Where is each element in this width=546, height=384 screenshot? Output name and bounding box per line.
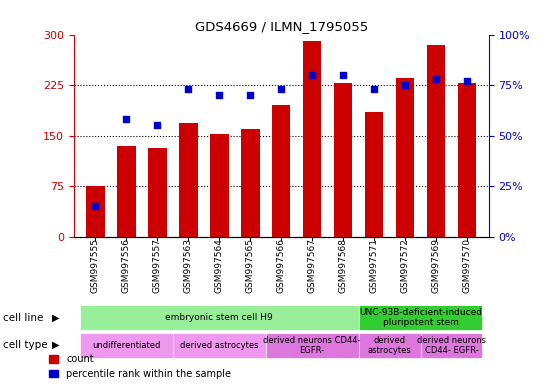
Bar <box>210 134 229 237</box>
Title: GDS4669 / ILMN_1795055: GDS4669 / ILMN_1795055 <box>194 20 368 33</box>
Text: GSM997567: GSM997567 <box>307 238 317 293</box>
Text: UNC-93B-deficient-induced
pluripotent stem: UNC-93B-deficient-induced pluripotent st… <box>359 308 482 327</box>
Text: GSM997556: GSM997556 <box>122 238 131 293</box>
Text: GSM997566: GSM997566 <box>277 238 286 293</box>
Text: ▶: ▶ <box>52 313 60 323</box>
Text: derived neurons CD44-
EGFR-: derived neurons CD44- EGFR- <box>263 336 361 355</box>
Bar <box>272 105 290 237</box>
Bar <box>179 123 198 237</box>
Text: GSM997569: GSM997569 <box>431 238 441 293</box>
Text: GSM997568: GSM997568 <box>339 238 348 293</box>
Text: derived neurons
CD44- EGFR-: derived neurons CD44- EGFR- <box>417 336 486 355</box>
Text: GSM997563: GSM997563 <box>184 238 193 293</box>
Point <box>432 76 441 82</box>
Bar <box>365 112 383 237</box>
Point <box>401 82 410 88</box>
Text: derived
astrocytes: derived astrocytes <box>367 336 412 355</box>
Text: embryonic stem cell H9: embryonic stem cell H9 <box>165 313 273 322</box>
Point <box>184 86 193 92</box>
Bar <box>117 146 135 237</box>
Point <box>308 72 317 78</box>
Point <box>277 86 286 92</box>
Text: cell type: cell type <box>3 340 48 350</box>
Point <box>122 116 130 122</box>
Text: cell line: cell line <box>3 313 43 323</box>
Bar <box>427 45 446 237</box>
Legend: count, percentile rank within the sample: count, percentile rank within the sample <box>49 354 231 379</box>
Point <box>215 92 224 98</box>
Bar <box>458 83 476 237</box>
Bar <box>86 186 105 237</box>
Point <box>370 86 378 92</box>
Point <box>153 122 162 129</box>
Text: ▶: ▶ <box>52 340 60 350</box>
Text: undifferentiated: undifferentiated <box>92 341 161 350</box>
Bar <box>396 78 414 237</box>
Point <box>462 78 471 84</box>
Text: derived astrocytes: derived astrocytes <box>180 341 258 350</box>
Bar <box>148 148 167 237</box>
Text: GSM997555: GSM997555 <box>91 238 100 293</box>
Text: GSM997557: GSM997557 <box>153 238 162 293</box>
Bar <box>241 129 259 237</box>
Text: GSM997572: GSM997572 <box>401 238 410 293</box>
Point <box>339 72 347 78</box>
Bar <box>303 41 322 237</box>
Text: GSM997571: GSM997571 <box>370 238 378 293</box>
Point <box>246 92 254 98</box>
Text: GSM997564: GSM997564 <box>215 238 224 293</box>
Text: GSM997565: GSM997565 <box>246 238 255 293</box>
Point <box>91 203 100 209</box>
Text: GSM997570: GSM997570 <box>462 238 472 293</box>
Bar <box>334 83 352 237</box>
